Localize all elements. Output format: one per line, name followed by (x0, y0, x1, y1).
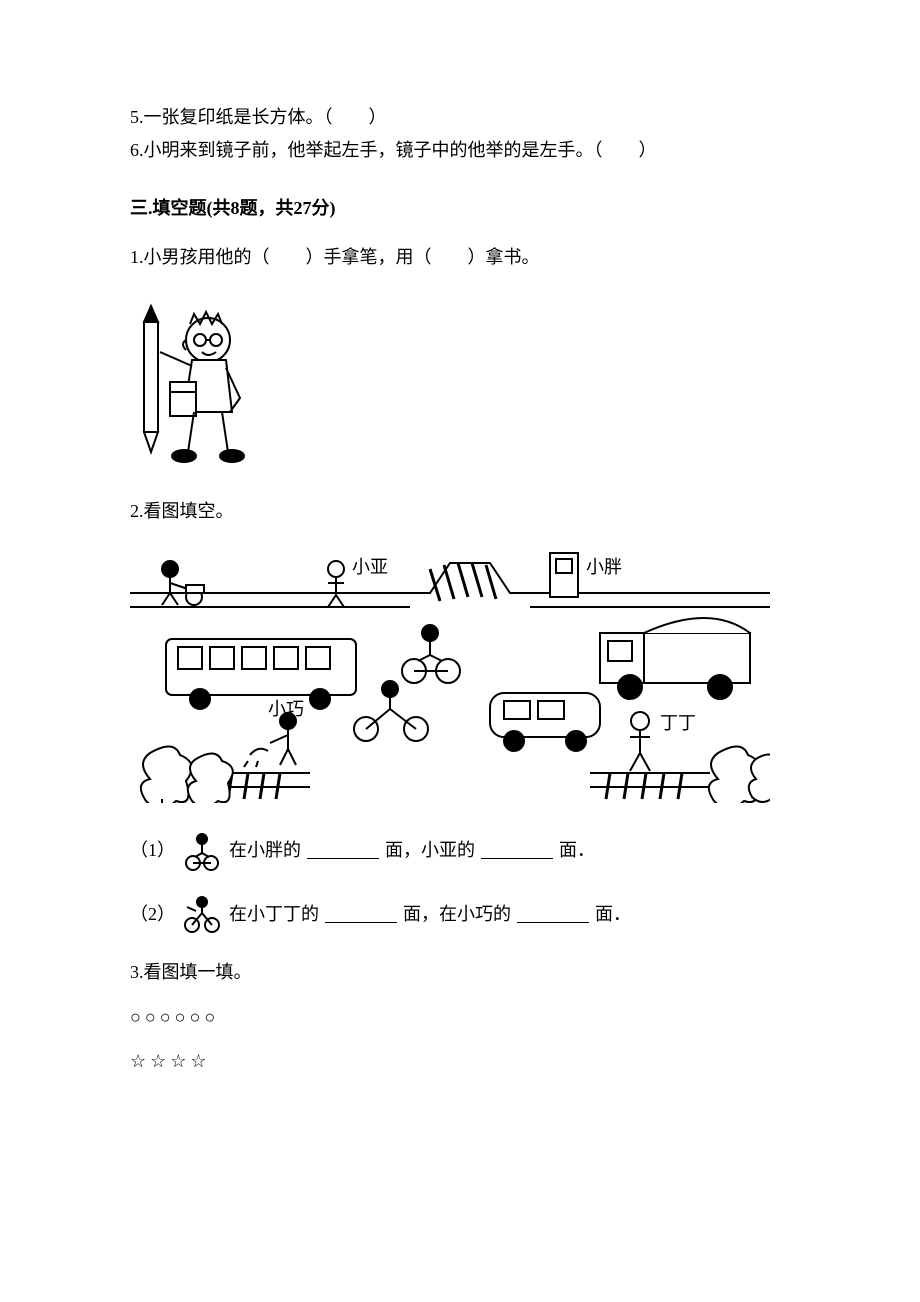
blank-field[interactable] (517, 904, 589, 923)
circles-row: ○○○○○○ (130, 1002, 790, 1033)
label-xiaoya: 小亚 (352, 557, 388, 577)
label-dingding: 丁丁 (660, 713, 696, 733)
q5-text: 5.一张复印纸是长方体。（ ） (130, 107, 387, 127)
q3-1-text: 1.小男孩用他的（ ）手拿笔，用（ ）拿书。 (130, 247, 540, 267)
boy-drawing-icon (130, 302, 270, 472)
q2-sub1-a: 在小胖的 (229, 835, 301, 866)
blank-field[interactable] (325, 904, 397, 923)
q2-sub1: （1） 在小胖的 面，小亚的 面． (130, 829, 790, 871)
stars-row: ☆☆☆☆ (130, 1046, 790, 1077)
street-scene-illustration: 小亚 小胖 小巧 丁丁 (130, 543, 770, 803)
label-xiaoqiao: 小巧 (268, 699, 304, 719)
section-3-title: 三.填空题(共8题，共27分) (130, 193, 790, 224)
q2-sub2-num: （2） (130, 899, 175, 930)
q2-sub2: （2） 在小丁丁的 面，在小巧的 面． (130, 893, 790, 935)
blank-field[interactable] (481, 840, 553, 859)
q2-sub1-c: 面． (559, 835, 595, 866)
q2-sub2-c: 面． (595, 899, 631, 930)
question-3-1: 1.小男孩用他的（ ）手拿笔，用（ ）拿书。 (130, 242, 790, 273)
question-5: 5.一张复印纸是长方体。（ ） (130, 102, 790, 133)
bicycle-icon (181, 829, 223, 871)
q2-sub2-a: 在小丁丁的 (229, 899, 319, 930)
boy-illustration (130, 302, 790, 472)
q2-sub1-num: （1） (130, 835, 175, 866)
question-3-3-title: 3.看图填一填。 (130, 957, 790, 988)
label-xiaopang: 小胖 (586, 557, 622, 577)
q6-text: 6.小明来到镜子前，他举起左手，镜子中的他举的是左手。（ ） (130, 140, 657, 160)
blank-field[interactable] (307, 840, 379, 859)
q2-sub2-b: 面，在小巧的 (403, 899, 511, 930)
motorcycle-icon (181, 893, 223, 935)
worksheet-page: 5.一张复印纸是长方体。（ ） 6.小明来到镜子前，他举起左手，镜子中的他举的是… (0, 0, 920, 1151)
q2-sub1-b: 面，小亚的 (385, 835, 475, 866)
question-3-2-title: 2.看图填空。 (130, 496, 790, 527)
question-6: 6.小明来到镜子前，他举起左手，镜子中的他举的是左手。（ ） (130, 135, 790, 166)
